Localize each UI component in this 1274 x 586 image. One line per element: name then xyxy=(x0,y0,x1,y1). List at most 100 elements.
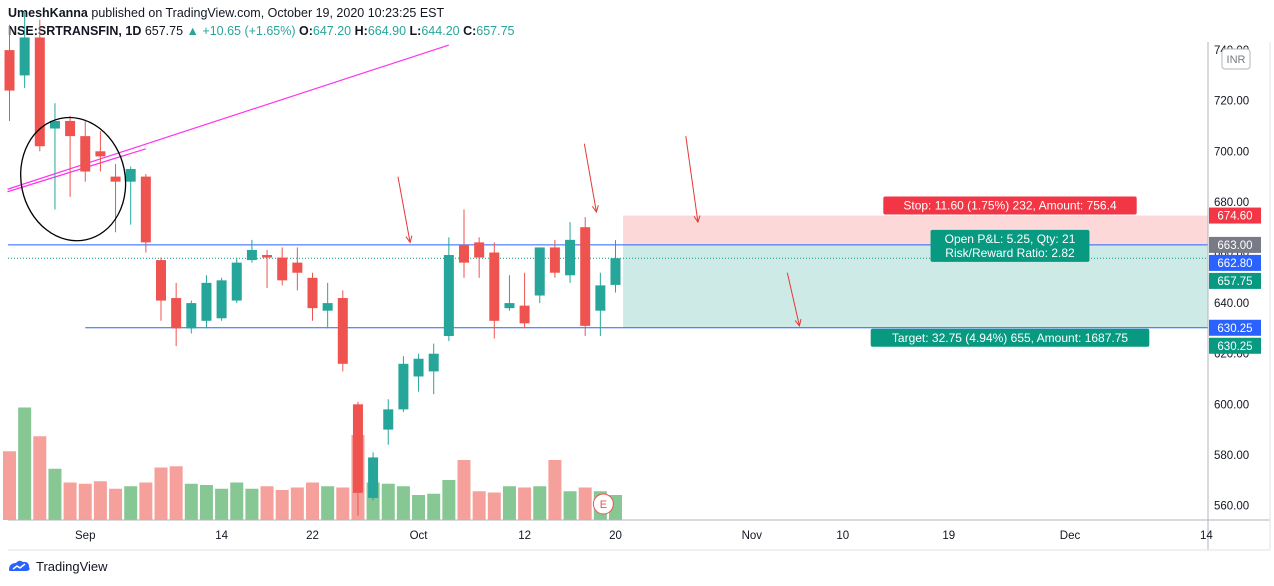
volume-bar xyxy=(533,486,547,520)
candle-body xyxy=(368,457,379,498)
x-tick-label: 14 xyxy=(1200,530,1213,542)
volume-bar xyxy=(381,483,395,520)
volume-bar xyxy=(442,480,456,520)
price-axis-label-box xyxy=(1209,254,1261,271)
volume-bars xyxy=(3,407,622,520)
volume-bar xyxy=(502,486,516,520)
candle-body xyxy=(549,247,560,273)
candle-body xyxy=(201,282,212,321)
x-tick-label: 19 xyxy=(942,530,955,542)
volume-bar xyxy=(321,486,335,520)
candle-body xyxy=(125,169,136,182)
volume-bar xyxy=(457,460,471,520)
y-tick-label: 700.00 xyxy=(1214,146,1249,158)
last-price: 657.75 xyxy=(144,24,184,38)
change-arrow-icon: ▲ xyxy=(186,24,199,38)
price-axis-label-box xyxy=(1209,337,1261,354)
volume-bar xyxy=(245,488,259,520)
x-tick-label: 10 xyxy=(836,530,849,542)
open-key: O: xyxy=(299,24,313,38)
arrow-annotation xyxy=(397,176,411,243)
position-zones xyxy=(623,215,1208,328)
candle-body xyxy=(519,305,530,324)
volume-bar xyxy=(427,493,441,520)
x-tick-label: Nov xyxy=(742,530,763,542)
candle-body xyxy=(610,258,621,285)
price-axis-label: 657.75 xyxy=(1217,276,1252,288)
candle-body xyxy=(580,227,591,326)
candle-body xyxy=(352,404,363,493)
volume-bar xyxy=(336,487,350,520)
symbol-line: NSE:SRTRANSFIN, 1D 657.75 ▲ +10.65 (+1.6… xyxy=(8,22,515,40)
volume-bar xyxy=(215,488,229,520)
x-tick-label: 22 xyxy=(306,530,319,542)
annotations: E xyxy=(20,116,802,515)
high-value: 664.90 xyxy=(367,24,407,38)
volume-bar xyxy=(230,482,244,520)
volume-bar xyxy=(63,482,77,520)
target-label-box xyxy=(870,328,1150,347)
volume-bar xyxy=(518,487,532,520)
candle-body xyxy=(277,257,288,281)
author-name[interactable]: UmeshKanna xyxy=(8,6,88,20)
candle-body xyxy=(4,50,15,91)
candle-body xyxy=(231,262,242,301)
candle-body xyxy=(595,285,606,311)
volume-bar xyxy=(18,407,32,520)
candle-body xyxy=(49,120,60,129)
volume-bar xyxy=(3,451,16,520)
volume-bar xyxy=(169,466,183,520)
trendline-secondary xyxy=(7,148,147,193)
candle-body xyxy=(186,303,197,329)
candle-body xyxy=(156,260,166,301)
x-tick-label: 20 xyxy=(609,530,622,542)
price-axis-label: 663.00 xyxy=(1217,240,1252,252)
x-tick-label: 12 xyxy=(518,530,531,542)
candle-body xyxy=(216,280,227,319)
volume-bar xyxy=(184,483,198,520)
footer-brand[interactable]: TradingView xyxy=(36,558,108,574)
candle-body xyxy=(171,298,182,329)
chart-header: UmeshKanna published on TradingView.com,… xyxy=(8,4,515,40)
candle-body xyxy=(19,37,30,76)
symbol-name[interactable]: NSE:SRTRANSFIN, 1D xyxy=(8,24,142,38)
open-value: 647.20 xyxy=(312,24,352,38)
price-axis-label: 630.25 xyxy=(1217,323,1252,335)
price-axis-label-box xyxy=(1209,272,1261,289)
volume-bar xyxy=(109,488,123,520)
y-tick-label: 580.00 xyxy=(1214,450,1249,462)
volume-bar xyxy=(93,481,107,520)
currency-badge-label: INR xyxy=(1227,54,1246,66)
volume-bar xyxy=(412,495,426,520)
tradingview-footer: TradingView xyxy=(6,558,108,574)
stop-label-box xyxy=(883,196,1137,215)
arrow-head xyxy=(794,318,802,327)
position-labels: Stop: 11.60 (1.75%) 232, Amount: 756.4 Op… xyxy=(870,196,1261,354)
y-tick-label: 640.00 xyxy=(1214,298,1249,310)
pnl-label-text: Risk/Reward Ratio: 2.82 xyxy=(945,246,1075,260)
axes: 560.00580.00600.00620.00640.00660.00680.… xyxy=(8,42,1271,551)
candle-body xyxy=(322,303,333,311)
volume-bar xyxy=(139,482,153,520)
candle-body xyxy=(413,358,424,377)
price-axis-label: 674.60 xyxy=(1217,211,1252,223)
x-tick-label: 14 xyxy=(215,530,228,542)
candle-body xyxy=(474,242,485,258)
candle-body xyxy=(34,37,45,147)
candle-body xyxy=(307,277,318,309)
volume-bar xyxy=(78,483,92,520)
y-tick-label: 600.00 xyxy=(1214,399,1249,411)
circle-annotation xyxy=(20,116,127,242)
publish-text: published on TradingView.com, October 19… xyxy=(91,6,445,20)
candle-body xyxy=(292,262,303,273)
candle-body xyxy=(110,176,121,182)
arrow-annotation xyxy=(685,136,699,223)
stop-zone xyxy=(623,215,1208,245)
currency-badge xyxy=(1221,48,1251,70)
target-label-text: Target: 32.75 (4.94%) 655, Amount: 1687.… xyxy=(892,331,1128,345)
candle-body xyxy=(65,120,76,137)
low-key: L: xyxy=(409,24,422,38)
volume-bar xyxy=(563,491,577,520)
candle-body xyxy=(383,409,394,430)
